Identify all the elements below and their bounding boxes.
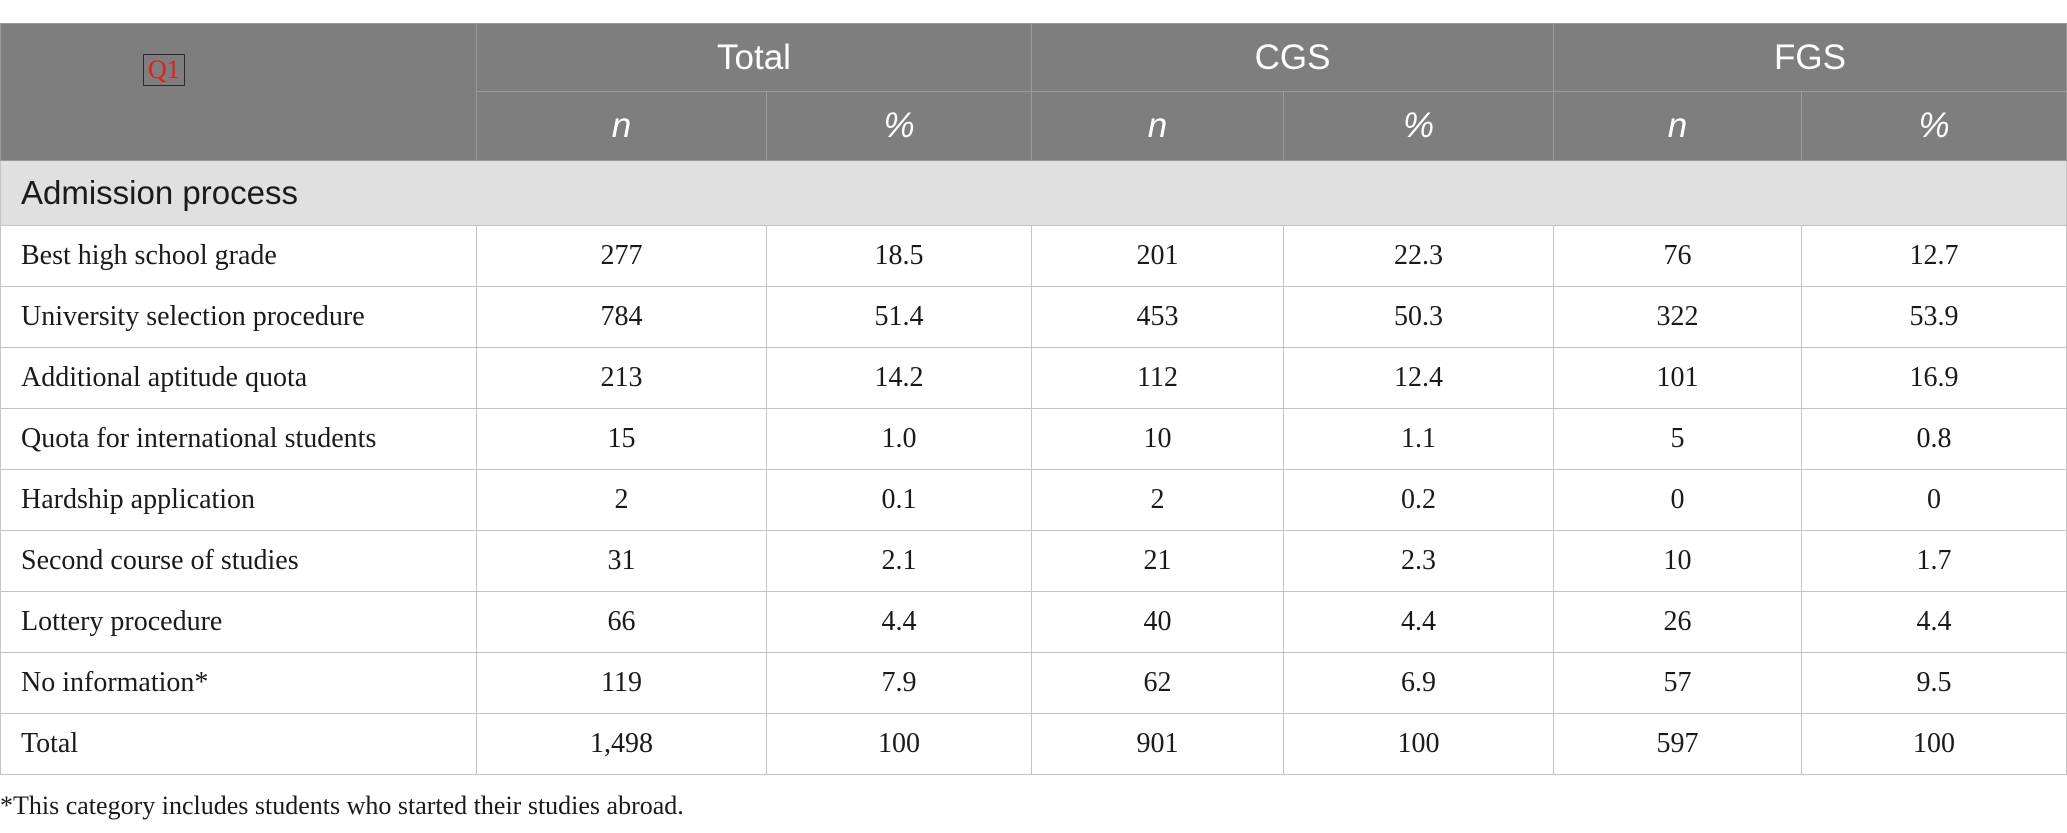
cell-cgs-n: 2 (1031, 469, 1284, 531)
cell-total-n: 277 (476, 225, 767, 287)
cell-fgs-n: 26 (1553, 591, 1803, 653)
table-row-total: Total 1,498 100 901 100 597 100 (0, 713, 2067, 775)
cell-cgs-n: 21 (1031, 530, 1284, 592)
cell-cgs-n: 40 (1031, 591, 1284, 653)
cell-total-n: 213 (476, 347, 767, 409)
subheader-total-percent: % (766, 91, 1032, 161)
cell-total-n: 119 (476, 652, 767, 714)
cell-cgs-percent: 0.2 (1282, 469, 1555, 531)
row-label: Total (0, 713, 477, 775)
row-label: Additional aptitude quota (0, 347, 477, 409)
row-label: University selection procedure (0, 286, 477, 348)
cell-total-percent: 100 (766, 713, 1032, 775)
row-label: Second course of studies (0, 530, 477, 592)
cell-cgs-percent: 12.4 (1282, 347, 1555, 409)
cell-total-n: 15 (476, 408, 767, 470)
table-body: Admission process Best high school grade… (0, 160, 2067, 775)
cell-fgs-percent: 53.9 (1801, 286, 2067, 348)
cell-fgs-percent: 16.9 (1801, 347, 2067, 409)
cell-fgs-percent: 100 (1801, 713, 2067, 775)
subheader-fgs-n: n (1553, 91, 1803, 161)
cell-total-percent: 0.1 (766, 469, 1032, 531)
header-group-row: Q1 Total CGS FGS (0, 23, 2067, 161)
table-row: Hardship application 2 0.1 2 0.2 0 0 (0, 469, 2067, 531)
table-row: Second course of studies 31 2.1 21 2.3 1… (0, 530, 2067, 592)
header-group-total: Total (476, 23, 1032, 92)
cell-total-percent: 14.2 (766, 347, 1032, 409)
section-row: Admission process (0, 160, 2067, 226)
header-corner-cell: Q1 (0, 23, 477, 161)
admission-table: Q1 Total CGS FGS n % n % n % Admission p… (0, 23, 2067, 775)
cell-fgs-n: 101 (1553, 347, 1803, 409)
cell-fgs-n: 322 (1553, 286, 1803, 348)
cell-cgs-n: 901 (1031, 713, 1284, 775)
cell-cgs-n: 201 (1031, 225, 1284, 287)
cell-total-n: 66 (476, 591, 767, 653)
header-sub-row: n % n % n % (1, 91, 2067, 161)
subheader-fgs-percent: % (1801, 91, 2067, 161)
cell-fgs-n: 76 (1553, 225, 1803, 287)
row-label: Best high school grade (0, 225, 477, 287)
cell-total-n: 1,498 (476, 713, 767, 775)
cell-cgs-percent: 2.3 (1282, 530, 1555, 592)
cell-fgs-n: 0 (1553, 469, 1803, 531)
row-label: Hardship application (0, 469, 477, 531)
cell-cgs-n: 10 (1031, 408, 1284, 470)
cell-fgs-n: 5 (1553, 408, 1803, 470)
row-label: Quota for international students (0, 408, 477, 470)
table-header: Q1 Total CGS FGS n % n % n % (0, 23, 2067, 161)
q1-badge: Q1 (143, 54, 185, 86)
cell-cgs-percent: 50.3 (1282, 286, 1555, 348)
table-row: No information* 119 7.9 62 6.9 57 9.5 (0, 652, 2067, 714)
cell-total-percent: 51.4 (766, 286, 1032, 348)
subheader-total-n: n (476, 91, 767, 161)
cell-fgs-percent: 0 (1801, 469, 2067, 531)
cell-fgs-n: 597 (1553, 713, 1803, 775)
admission-table-container: Q1 Total CGS FGS n % n % n % Admission p… (0, 23, 2067, 775)
cell-total-percent: 7.9 (766, 652, 1032, 714)
cell-cgs-n: 62 (1031, 652, 1284, 714)
table-row: Additional aptitude quota 213 14.2 112 1… (0, 347, 2067, 409)
cell-total-percent: 4.4 (766, 591, 1032, 653)
cell-fgs-n: 10 (1553, 530, 1803, 592)
section-title: Admission process (0, 160, 2067, 226)
cell-fgs-percent: 12.7 (1801, 225, 2067, 287)
cell-fgs-n: 57 (1553, 652, 1803, 714)
cell-total-n: 2 (476, 469, 767, 531)
row-label: Lottery procedure (0, 591, 477, 653)
cell-fgs-percent: 4.4 (1801, 591, 2067, 653)
table-row: Quota for international students 15 1.0 … (0, 408, 2067, 470)
subheader-cgs-n: n (1031, 91, 1284, 161)
cell-total-n: 784 (476, 286, 767, 348)
header-group-fgs: FGS (1553, 23, 2067, 92)
subheader-cgs-percent: % (1282, 91, 1555, 161)
cell-cgs-percent: 4.4 (1282, 591, 1555, 653)
table-footnote: *This category includes students who sta… (0, 791, 684, 820)
header-group-cgs: CGS (1030, 23, 1555, 92)
table-row: University selection procedure 784 51.4 … (0, 286, 2067, 348)
table-row: Best high school grade 277 18.5 201 22.3… (0, 225, 2067, 287)
cell-fgs-percent: 9.5 (1801, 652, 2067, 714)
cell-cgs-percent: 22.3 (1282, 225, 1555, 287)
cell-cgs-percent: 100 (1282, 713, 1555, 775)
cell-total-n: 31 (476, 530, 767, 592)
row-label: No information* (0, 652, 477, 714)
cell-cgs-percent: 6.9 (1282, 652, 1555, 714)
cell-total-percent: 18.5 (766, 225, 1032, 287)
cell-cgs-n: 112 (1031, 347, 1284, 409)
cell-total-percent: 1.0 (766, 408, 1032, 470)
cell-cgs-n: 453 (1031, 286, 1284, 348)
cell-total-percent: 2.1 (766, 530, 1032, 592)
cell-cgs-percent: 1.1 (1282, 408, 1555, 470)
cell-fgs-percent: 0.8 (1801, 408, 2067, 470)
table-row: Lottery procedure 66 4.4 40 4.4 26 4.4 (0, 591, 2067, 653)
cell-fgs-percent: 1.7 (1801, 530, 2067, 592)
